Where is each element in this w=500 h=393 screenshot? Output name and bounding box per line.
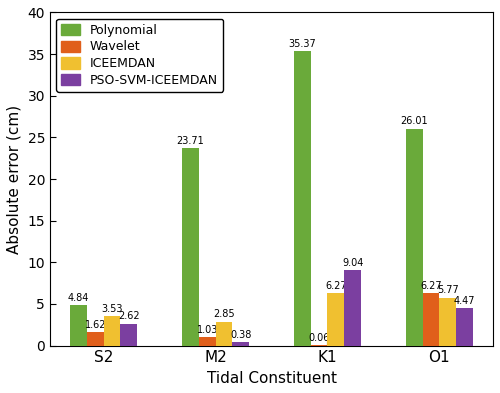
Bar: [294, 51, 310, 345]
Bar: [344, 270, 361, 345]
Text: 9.04: 9.04: [342, 258, 363, 268]
Bar: [406, 129, 422, 345]
X-axis label: Tidal Constituent: Tidal Constituent: [206, 371, 336, 386]
Text: 5.77: 5.77: [437, 285, 458, 295]
Text: 26.01: 26.01: [400, 116, 428, 127]
Text: 1.03: 1.03: [196, 325, 218, 334]
Text: 0.38: 0.38: [230, 330, 252, 340]
Bar: [422, 294, 440, 345]
Text: 2.62: 2.62: [118, 311, 140, 321]
Bar: [199, 337, 216, 345]
Bar: [120, 324, 138, 345]
Bar: [216, 322, 232, 345]
Bar: [87, 332, 104, 345]
Bar: [182, 148, 199, 345]
Text: 0.06: 0.06: [308, 332, 330, 343]
Text: 35.37: 35.37: [288, 39, 316, 48]
Bar: [104, 316, 120, 345]
Bar: [232, 342, 249, 345]
Text: 6.27: 6.27: [420, 281, 442, 291]
Y-axis label: Absolute error (cm): Absolute error (cm): [7, 105, 22, 253]
Text: 6.27: 6.27: [325, 281, 346, 291]
Text: 23.71: 23.71: [176, 136, 204, 146]
Text: 3.53: 3.53: [102, 304, 123, 314]
Text: 2.85: 2.85: [213, 309, 235, 320]
Text: 4.84: 4.84: [68, 293, 89, 303]
Text: 4.47: 4.47: [454, 296, 475, 306]
Bar: [440, 298, 456, 345]
Legend: Polynomial, Wavelet, ICEEMDAN, PSO-SVM-ICEEMDAN: Polynomial, Wavelet, ICEEMDAN, PSO-SVM-I…: [56, 19, 223, 92]
Bar: [456, 309, 473, 345]
Text: 1.62: 1.62: [84, 320, 106, 330]
Bar: [328, 294, 344, 345]
Bar: [70, 305, 87, 345]
